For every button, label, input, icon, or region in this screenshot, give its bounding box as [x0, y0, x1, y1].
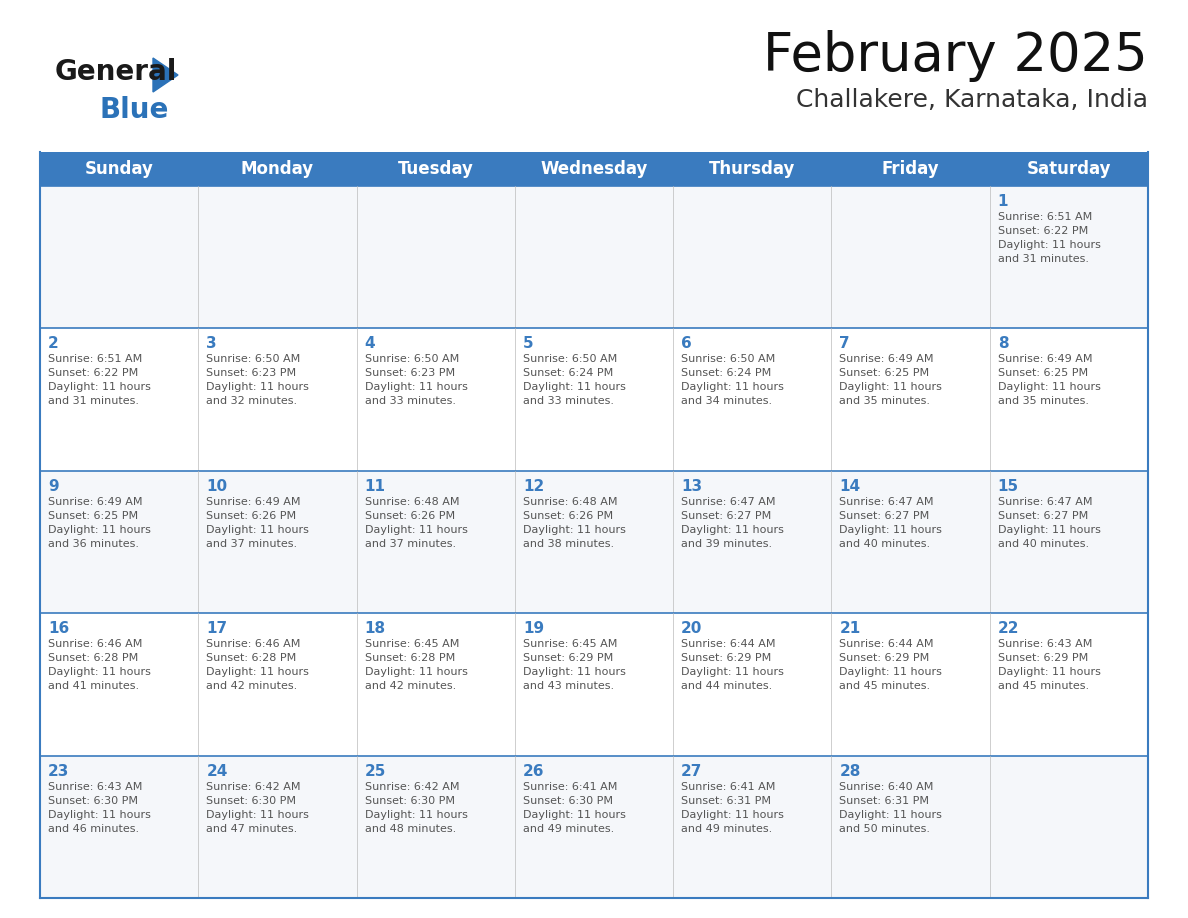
Text: 16: 16 — [48, 621, 69, 636]
Text: Sunrise: 6:49 AM
Sunset: 6:25 PM
Daylight: 11 hours
and 35 minutes.: Sunrise: 6:49 AM Sunset: 6:25 PM Dayligh… — [998, 354, 1100, 407]
Text: 7: 7 — [840, 336, 851, 352]
Text: 13: 13 — [681, 479, 702, 494]
Text: General: General — [55, 58, 177, 86]
Text: Sunrise: 6:48 AM
Sunset: 6:26 PM
Daylight: 11 hours
and 37 minutes.: Sunrise: 6:48 AM Sunset: 6:26 PM Dayligh… — [365, 497, 467, 549]
Text: 4: 4 — [365, 336, 375, 352]
Text: 11: 11 — [365, 479, 386, 494]
Text: 24: 24 — [207, 764, 228, 778]
Text: Wednesday: Wednesday — [541, 160, 647, 178]
Text: 1: 1 — [998, 194, 1009, 209]
Text: 18: 18 — [365, 621, 386, 636]
Text: Blue: Blue — [100, 96, 170, 124]
Text: February 2025: February 2025 — [763, 30, 1148, 82]
Text: 23: 23 — [48, 764, 69, 778]
Text: Sunrise: 6:49 AM
Sunset: 6:25 PM
Daylight: 11 hours
and 36 minutes.: Sunrise: 6:49 AM Sunset: 6:25 PM Dayligh… — [48, 497, 151, 549]
Text: Sunrise: 6:40 AM
Sunset: 6:31 PM
Daylight: 11 hours
and 50 minutes.: Sunrise: 6:40 AM Sunset: 6:31 PM Dayligh… — [840, 781, 942, 834]
Text: 12: 12 — [523, 479, 544, 494]
Text: Thursday: Thursday — [709, 160, 796, 178]
Text: 8: 8 — [998, 336, 1009, 352]
Text: 27: 27 — [681, 764, 702, 778]
Text: Saturday: Saturday — [1026, 160, 1111, 178]
Text: Sunrise: 6:50 AM
Sunset: 6:24 PM
Daylight: 11 hours
and 34 minutes.: Sunrise: 6:50 AM Sunset: 6:24 PM Dayligh… — [681, 354, 784, 407]
Text: Sunrise: 6:41 AM
Sunset: 6:30 PM
Daylight: 11 hours
and 49 minutes.: Sunrise: 6:41 AM Sunset: 6:30 PM Dayligh… — [523, 781, 626, 834]
Text: Sunrise: 6:41 AM
Sunset: 6:31 PM
Daylight: 11 hours
and 49 minutes.: Sunrise: 6:41 AM Sunset: 6:31 PM Dayligh… — [681, 781, 784, 834]
Text: Sunrise: 6:48 AM
Sunset: 6:26 PM
Daylight: 11 hours
and 38 minutes.: Sunrise: 6:48 AM Sunset: 6:26 PM Dayligh… — [523, 497, 626, 549]
Text: Sunrise: 6:45 AM
Sunset: 6:29 PM
Daylight: 11 hours
and 43 minutes.: Sunrise: 6:45 AM Sunset: 6:29 PM Dayligh… — [523, 639, 626, 691]
Text: Sunrise: 6:45 AM
Sunset: 6:28 PM
Daylight: 11 hours
and 42 minutes.: Sunrise: 6:45 AM Sunset: 6:28 PM Dayligh… — [365, 639, 467, 691]
Text: 5: 5 — [523, 336, 533, 352]
Text: 14: 14 — [840, 479, 860, 494]
Text: Challakere, Karnataka, India: Challakere, Karnataka, India — [796, 88, 1148, 112]
Text: Sunrise: 6:43 AM
Sunset: 6:29 PM
Daylight: 11 hours
and 45 minutes.: Sunrise: 6:43 AM Sunset: 6:29 PM Dayligh… — [998, 639, 1100, 691]
Bar — [40, 613, 1148, 756]
Text: Sunrise: 6:51 AM
Sunset: 6:22 PM
Daylight: 11 hours
and 31 minutes.: Sunrise: 6:51 AM Sunset: 6:22 PM Dayligh… — [998, 212, 1100, 264]
Text: Sunrise: 6:44 AM
Sunset: 6:29 PM
Daylight: 11 hours
and 45 minutes.: Sunrise: 6:44 AM Sunset: 6:29 PM Dayligh… — [840, 639, 942, 691]
Text: Sunday: Sunday — [84, 160, 153, 178]
Text: 28: 28 — [840, 764, 861, 778]
Bar — [40, 329, 1148, 471]
Bar — [40, 756, 1148, 898]
Bar — [40, 152, 1148, 186]
Text: 2: 2 — [48, 336, 58, 352]
Text: Sunrise: 6:43 AM
Sunset: 6:30 PM
Daylight: 11 hours
and 46 minutes.: Sunrise: 6:43 AM Sunset: 6:30 PM Dayligh… — [48, 781, 151, 834]
Bar — [40, 471, 1148, 613]
Text: Sunrise: 6:47 AM
Sunset: 6:27 PM
Daylight: 11 hours
and 40 minutes.: Sunrise: 6:47 AM Sunset: 6:27 PM Dayligh… — [840, 497, 942, 549]
Text: 19: 19 — [523, 621, 544, 636]
Text: 20: 20 — [681, 621, 702, 636]
Text: 9: 9 — [48, 479, 58, 494]
Text: Sunrise: 6:47 AM
Sunset: 6:27 PM
Daylight: 11 hours
and 39 minutes.: Sunrise: 6:47 AM Sunset: 6:27 PM Dayligh… — [681, 497, 784, 549]
Text: Friday: Friday — [881, 160, 940, 178]
Text: Sunrise: 6:46 AM
Sunset: 6:28 PM
Daylight: 11 hours
and 42 minutes.: Sunrise: 6:46 AM Sunset: 6:28 PM Dayligh… — [207, 639, 309, 691]
Text: 3: 3 — [207, 336, 217, 352]
Text: 17: 17 — [207, 621, 227, 636]
Text: 21: 21 — [840, 621, 860, 636]
Polygon shape — [153, 58, 178, 92]
Text: 10: 10 — [207, 479, 227, 494]
Text: Sunrise: 6:51 AM
Sunset: 6:22 PM
Daylight: 11 hours
and 31 minutes.: Sunrise: 6:51 AM Sunset: 6:22 PM Dayligh… — [48, 354, 151, 407]
Text: Sunrise: 6:50 AM
Sunset: 6:23 PM
Daylight: 11 hours
and 32 minutes.: Sunrise: 6:50 AM Sunset: 6:23 PM Dayligh… — [207, 354, 309, 407]
Text: Sunrise: 6:49 AM
Sunset: 6:26 PM
Daylight: 11 hours
and 37 minutes.: Sunrise: 6:49 AM Sunset: 6:26 PM Dayligh… — [207, 497, 309, 549]
Text: Sunrise: 6:47 AM
Sunset: 6:27 PM
Daylight: 11 hours
and 40 minutes.: Sunrise: 6:47 AM Sunset: 6:27 PM Dayligh… — [998, 497, 1100, 549]
Text: Sunrise: 6:44 AM
Sunset: 6:29 PM
Daylight: 11 hours
and 44 minutes.: Sunrise: 6:44 AM Sunset: 6:29 PM Dayligh… — [681, 639, 784, 691]
Text: Tuesday: Tuesday — [398, 160, 474, 178]
Text: 6: 6 — [681, 336, 691, 352]
Text: Sunrise: 6:50 AM
Sunset: 6:23 PM
Daylight: 11 hours
and 33 minutes.: Sunrise: 6:50 AM Sunset: 6:23 PM Dayligh… — [365, 354, 467, 407]
Text: Sunrise: 6:42 AM
Sunset: 6:30 PM
Daylight: 11 hours
and 48 minutes.: Sunrise: 6:42 AM Sunset: 6:30 PM Dayligh… — [365, 781, 467, 834]
Text: 22: 22 — [998, 621, 1019, 636]
Text: 26: 26 — [523, 764, 544, 778]
Text: Sunrise: 6:50 AM
Sunset: 6:24 PM
Daylight: 11 hours
and 33 minutes.: Sunrise: 6:50 AM Sunset: 6:24 PM Dayligh… — [523, 354, 626, 407]
Text: Sunrise: 6:46 AM
Sunset: 6:28 PM
Daylight: 11 hours
and 41 minutes.: Sunrise: 6:46 AM Sunset: 6:28 PM Dayligh… — [48, 639, 151, 691]
Text: Monday: Monday — [241, 160, 314, 178]
Text: 25: 25 — [365, 764, 386, 778]
Text: 15: 15 — [998, 479, 1019, 494]
Text: Sunrise: 6:42 AM
Sunset: 6:30 PM
Daylight: 11 hours
and 47 minutes.: Sunrise: 6:42 AM Sunset: 6:30 PM Dayligh… — [207, 781, 309, 834]
Text: Sunrise: 6:49 AM
Sunset: 6:25 PM
Daylight: 11 hours
and 35 minutes.: Sunrise: 6:49 AM Sunset: 6:25 PM Dayligh… — [840, 354, 942, 407]
Bar — [40, 186, 1148, 329]
